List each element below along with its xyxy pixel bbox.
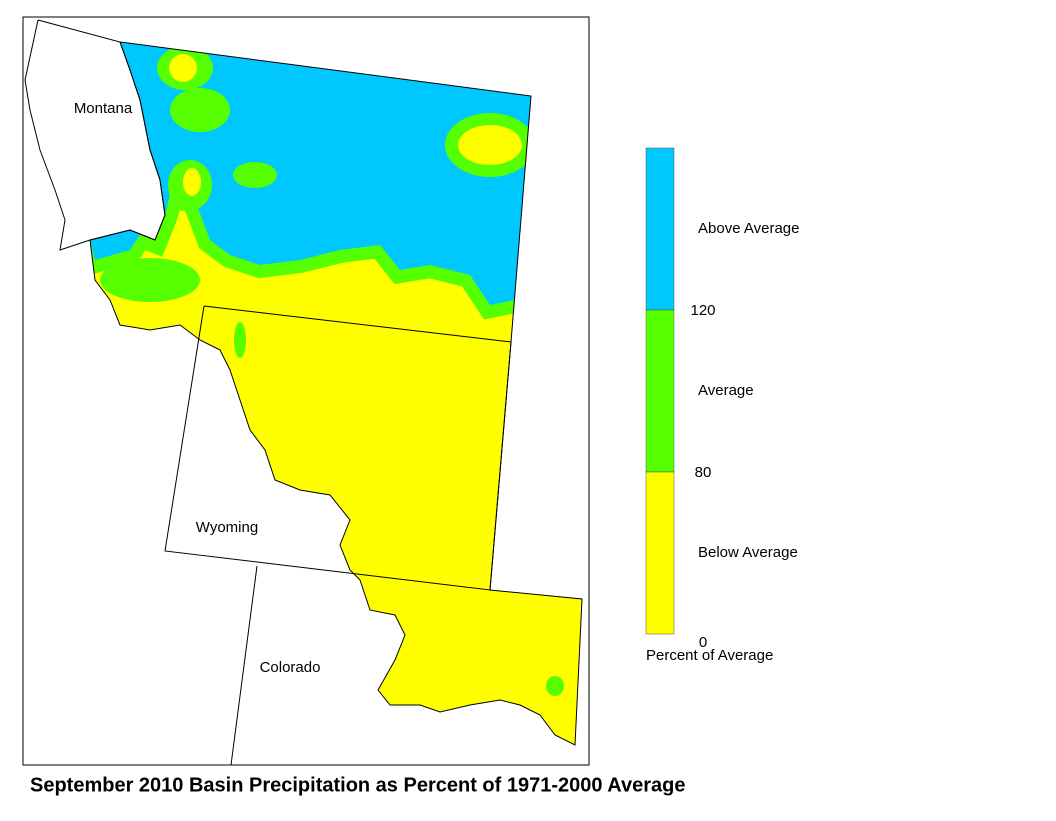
legend-break: 80 (695, 464, 712, 481)
below-area (183, 168, 201, 196)
average-area (170, 88, 230, 132)
state-label: Colorado (260, 659, 321, 676)
below-area (458, 125, 522, 165)
montana-border (24, 19, 166, 251)
state-label: Montana (74, 100, 133, 117)
legend-label: Below Average (698, 544, 798, 561)
legend-swatch (645, 471, 675, 635)
average-area (100, 258, 200, 302)
legend-break: 0 (699, 634, 707, 651)
average-area (546, 676, 564, 696)
average-area (233, 162, 277, 188)
legend-swatch (645, 309, 675, 473)
average-area (234, 322, 246, 358)
state-label: Wyoming (196, 519, 258, 536)
legend-label: Average (698, 382, 754, 399)
title: September 2010 Basin Precipitation as Pe… (30, 774, 686, 796)
legend-caption: Percent of Average (646, 647, 773, 664)
legend-label: Above Average (698, 220, 799, 237)
legend-break: 120 (690, 302, 715, 319)
legend: Above Average Average Below Average 120 80 0 (645, 147, 799, 651)
below-area (169, 54, 197, 82)
colorado-border (230, 565, 258, 766)
legend-swatch (645, 147, 675, 311)
wyoming-border (164, 305, 512, 591)
